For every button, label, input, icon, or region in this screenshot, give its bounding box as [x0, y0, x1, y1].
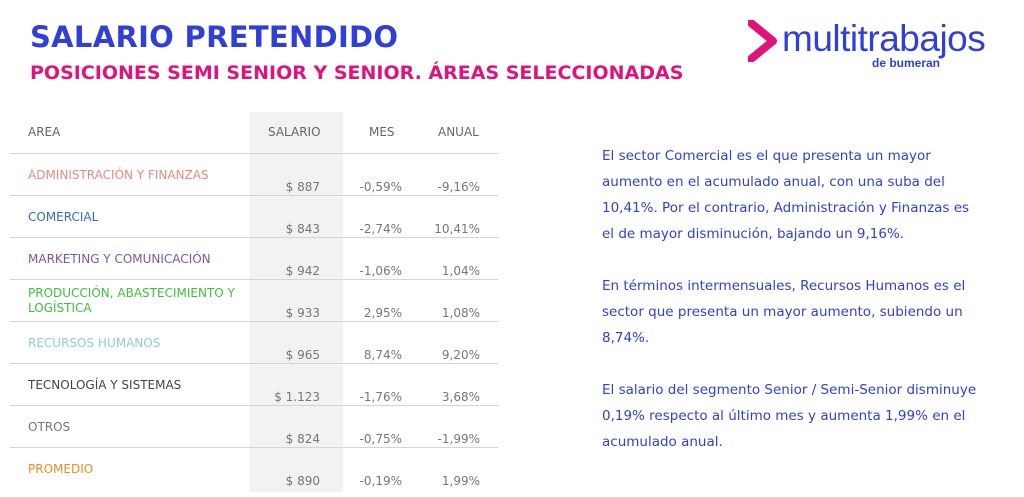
table-row: PRODUCCIÓN, ABASTECIMIENTO Y LOGÍSTICA $ … [10, 280, 498, 322]
header-anual: ANUAL [438, 125, 479, 139]
table-row: OTROS $ 824 -0,75% -1,99% [10, 406, 498, 448]
row-anual: 10,41% [434, 222, 480, 236]
row-mes: -0,59% [359, 180, 402, 194]
table-row: COMERCIAL $ 843 -2,74% 10,41% [10, 196, 498, 238]
row-anual: 9,20% [441, 348, 480, 362]
header-mes: MES [369, 125, 395, 139]
row-area: PROMEDIO [28, 462, 94, 476]
page-subtitle: POSICIONES SEMI SENIOR Y SENIOR. ÁREAS S… [30, 62, 684, 84]
row-area: ADMINISTRACIÓN Y FINANZAS [28, 168, 209, 182]
row-salario: $ 942 [285, 264, 320, 278]
row-mes: -2,74% [359, 222, 402, 236]
row-anual: 1,08% [441, 306, 480, 320]
row-mes: -1,76% [359, 390, 402, 404]
row-salario: $ 965 [285, 348, 320, 362]
row-salario: $ 1.123 [274, 390, 320, 404]
row-area: MARKETING Y COMUNICACIÓN [28, 252, 211, 266]
row-mes: -0,19% [359, 474, 402, 488]
table-body: ADMINISTRACIÓN Y FINANZAS $ 887 -0,59% -9,1… [10, 154, 498, 489]
table-row: TECNOLOGÍA Y SISTEMAS $ 1.123 -1,76% 3,68% [10, 364, 498, 406]
table-row: MARKETING Y COMUNICACIÓN $ 942 -1,06% 1,04% [10, 238, 498, 280]
table-header: AREA SALARIO MES ANUAL [10, 112, 498, 154]
row-mes: -1,06% [359, 264, 402, 278]
salary-column-shade [250, 112, 343, 492]
row-salario: $ 933 [285, 306, 320, 320]
row-area: TECNOLOGÍA Y SISTEMAS [28, 378, 182, 392]
row-salario: $ 887 [285, 180, 320, 194]
row-salario: $ 824 [285, 432, 320, 446]
table-row: ADMINISTRACIÓN Y FINANZAS $ 887 -0,59% -9,1… [10, 154, 498, 196]
row-mes: -0,75% [359, 432, 402, 446]
commentary-paragraph-2: En términos intermensuales, Recursos Hum… [602, 278, 966, 346]
logo-tagline: de bumeran [872, 56, 941, 70]
row-anual: -9,16% [437, 180, 480, 194]
logo-wordmark: multitrabajos [782, 18, 986, 59]
commentary-paragraph-3: El salario del segmento Senior / Semi-Se… [602, 382, 977, 450]
table-row: PROMEDIO $ 890 -0,19% 1,99% [10, 448, 498, 489]
row-mes: 8,74% [363, 348, 402, 362]
row-area: OTROS [28, 420, 71, 434]
row-anual: 3,68% [441, 390, 480, 404]
commentary: El sector Comercial es el que presenta u… [602, 143, 977, 481]
commentary-paragraph-1: El sector Comercial es el que presenta u… [602, 148, 970, 242]
table-row: RECURSOS HUMANOS $ 965 8,74% 9,20% [10, 322, 498, 364]
page-title: SALARIO PRETENDIDO [30, 20, 399, 54]
salary-table: AREA SALARIO MES ANUAL ADMINISTRACIÓN Y … [10, 112, 498, 492]
header-salario: SALARIO [268, 125, 321, 139]
row-area: RECURSOS HUMANOS [28, 336, 161, 350]
row-area: PRODUCCIÓN, ABASTECIMIENTO Y LOGÍSTICA [28, 286, 235, 315]
row-area: COMERCIAL [28, 210, 99, 224]
chevron-right-icon [748, 20, 777, 62]
logo: multitrabajos de bumeran [748, 16, 1018, 76]
header-area: AREA [28, 125, 61, 139]
row-anual: 1,99% [441, 474, 480, 488]
row-salario: $ 843 [285, 222, 320, 236]
row-anual: -1,99% [437, 432, 480, 446]
row-salario: $ 890 [285, 474, 320, 488]
row-mes: 2,95% [363, 306, 402, 320]
row-anual: 1,04% [441, 264, 480, 278]
